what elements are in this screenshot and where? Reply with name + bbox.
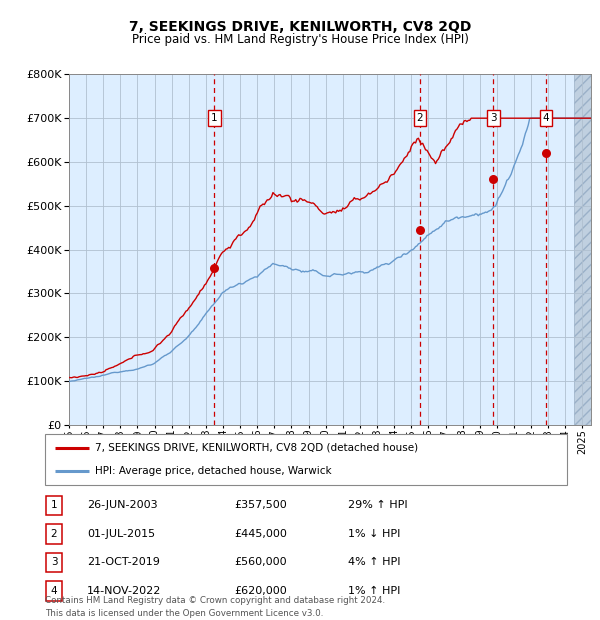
Text: £445,000: £445,000 (234, 529, 287, 539)
Text: 21-OCT-2019: 21-OCT-2019 (87, 557, 160, 567)
FancyBboxPatch shape (46, 581, 62, 601)
Text: 7, SEEKINGS DRIVE, KENILWORTH, CV8 2QD: 7, SEEKINGS DRIVE, KENILWORTH, CV8 2QD (129, 20, 471, 34)
Text: £357,500: £357,500 (234, 500, 287, 510)
Text: 3: 3 (490, 113, 497, 123)
Text: 29% ↑ HPI: 29% ↑ HPI (348, 500, 407, 510)
Text: 1: 1 (211, 113, 218, 123)
Text: 4: 4 (50, 586, 58, 596)
Text: 4: 4 (542, 113, 550, 123)
Text: HPI: Average price, detached house, Warwick: HPI: Average price, detached house, Warw… (95, 466, 331, 476)
Text: 14-NOV-2022: 14-NOV-2022 (87, 586, 161, 596)
FancyBboxPatch shape (46, 524, 62, 544)
Bar (574, 74, 591, 425)
Text: Price paid vs. HM Land Registry's House Price Index (HPI): Price paid vs. HM Land Registry's House … (131, 33, 469, 46)
Text: 2: 2 (416, 113, 423, 123)
Text: 1% ↑ HPI: 1% ↑ HPI (348, 586, 400, 596)
Text: £560,000: £560,000 (234, 557, 287, 567)
Text: Contains HM Land Registry data © Crown copyright and database right 2024.
This d: Contains HM Land Registry data © Crown c… (45, 596, 385, 618)
Text: 26-JUN-2003: 26-JUN-2003 (87, 500, 158, 510)
Bar (574, 74, 591, 425)
Text: 7, SEEKINGS DRIVE, KENILWORTH, CV8 2QD (detached house): 7, SEEKINGS DRIVE, KENILWORTH, CV8 2QD (… (95, 443, 418, 453)
Text: 1% ↓ HPI: 1% ↓ HPI (348, 529, 400, 539)
FancyBboxPatch shape (46, 495, 62, 515)
Text: 01-JUL-2015: 01-JUL-2015 (87, 529, 155, 539)
Text: 3: 3 (50, 557, 58, 567)
FancyBboxPatch shape (46, 552, 62, 572)
Text: £620,000: £620,000 (234, 586, 287, 596)
Text: 2: 2 (50, 529, 58, 539)
Text: 1: 1 (50, 500, 58, 510)
Text: 4% ↑ HPI: 4% ↑ HPI (348, 557, 401, 567)
